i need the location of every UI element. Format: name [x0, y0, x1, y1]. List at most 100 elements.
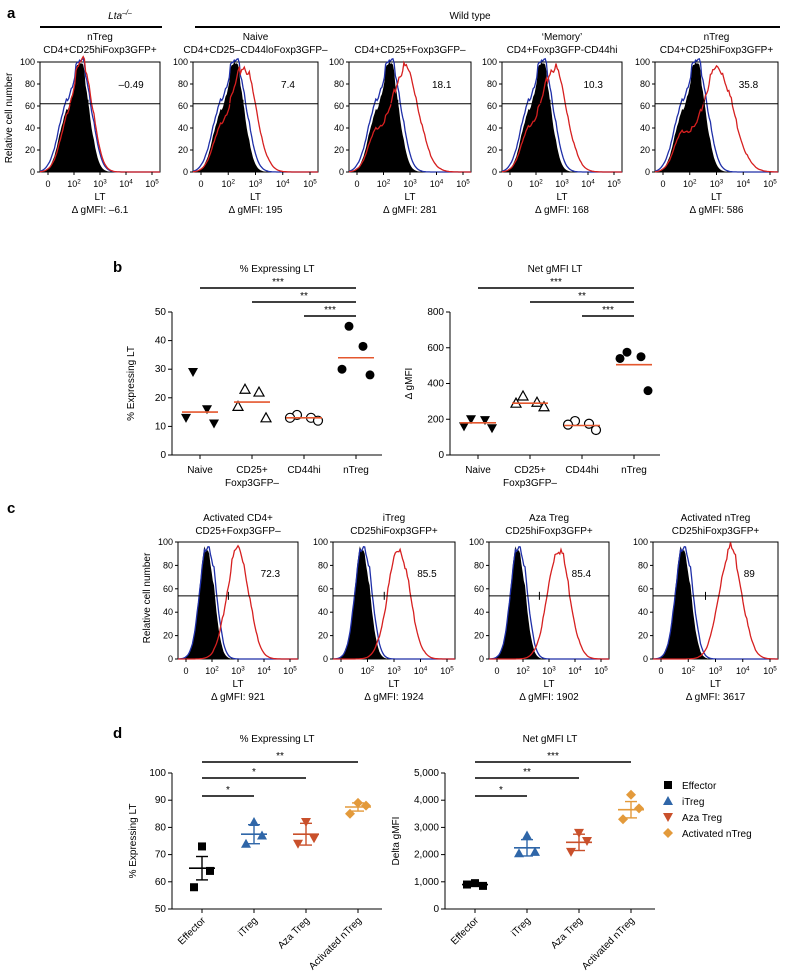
panel-b-xlabel-1-0: Naive — [465, 465, 491, 476]
panel-c-hist-black-1 — [333, 546, 455, 659]
panel-d-point-0-3-0 — [353, 797, 363, 808]
panel-d-sig-1-1: ** — [523, 767, 531, 778]
legend-marker-0 — [664, 781, 672, 789]
panel-a-xlabel-3-2: 103 — [555, 178, 569, 189]
panel-a-pct-1: 7.4 — [281, 80, 295, 91]
panel-b-point-1-1-1 — [530, 396, 544, 407]
panel-b-point-0-3-2 — [337, 364, 347, 374]
panel-a-ylabel-4-1: 20 — [640, 145, 650, 155]
panel-a-xlabel-0-4: 105 — [145, 178, 159, 189]
panel-a-ylabel-0-0: 0 — [30, 167, 35, 177]
panel-a-ylabel-2-3: 60 — [334, 101, 344, 111]
panel-a-mfi-0: Δ gMFI: –6.1 — [72, 205, 129, 216]
panel-d-sig-1-2: *** — [547, 751, 559, 762]
panel-d-point-0-0-2 — [190, 883, 198, 892]
panel-c-ylabel-2-1: 20 — [474, 631, 484, 641]
panel-c-ylabel-0-1: 20 — [163, 631, 173, 641]
panel-a-ylabel-4-4: 80 — [640, 79, 650, 89]
panel-a-ylabel-1-0: 0 — [183, 167, 188, 177]
panel-c-xtitle-1: LT — [389, 679, 400, 690]
panel-a-xlabel-1-2: 103 — [249, 178, 263, 189]
panel-d-ylabel-1-5: 5,000 — [414, 768, 439, 779]
panel-a-xlabel-0-3: 104 — [119, 178, 133, 189]
panel-b-ylabel-1-4: 800 — [427, 307, 444, 318]
panel-c-xlabel-0-4: 105 — [283, 665, 297, 676]
panel-d-ylabel-1-3: 3,000 — [414, 822, 439, 833]
panel-a-ylabel-0-5: 100 — [20, 57, 35, 67]
panel-d-letter: d — [113, 725, 122, 742]
panel-c-title1-2: Aza Treg — [529, 513, 569, 524]
panel-a-xtitle-2: LT — [405, 192, 416, 203]
panel-c-xlabel-0-0: 0 — [183, 666, 188, 676]
panel-a-ylabel-3-1: 20 — [487, 145, 497, 155]
panel-c-xlabel-3-1: 102 — [681, 665, 695, 676]
panel-d-sig-0-1: * — [252, 767, 256, 778]
panel-b-ylabel-1-3: 600 — [427, 343, 444, 354]
panel-c-xlabel-0-3: 104 — [257, 665, 271, 676]
panel-a-xlabel-2-1: 102 — [377, 178, 391, 189]
panel-a-title1-4: nTreg — [704, 32, 730, 43]
panel-a-hist-red-2 — [348, 60, 471, 173]
panel-c-ylabel-1-0: 0 — [323, 654, 328, 664]
panel-c-xlabel-1-2: 103 — [387, 665, 401, 676]
panel-b-point-0-3-3 — [365, 370, 375, 380]
panel-b-point-0-0-2 — [181, 413, 191, 423]
panel-c-title2-1: CD25hiFoxp3GFP+ — [350, 526, 438, 537]
panel-a-xlabel-4-3: 104 — [736, 178, 750, 189]
panel-c-ylabel-2-4: 80 — [474, 560, 484, 570]
panel-b-point-1-3-2 — [615, 353, 625, 363]
panel-d-ylabel-0-0: 50 — [155, 904, 167, 915]
panel-a-title1-3: ‘Memory’ — [542, 32, 583, 43]
panel-c-ylabel-3-4: 80 — [638, 560, 648, 570]
panel-a-pct-2: 18.1 — [432, 80, 452, 91]
panel-d-sig-0-2: ** — [276, 751, 284, 762]
panel-c-ylabel-0-5: 100 — [158, 537, 173, 547]
panel-a-hist-black-4 — [655, 62, 778, 173]
panel-a-ylabel-4-3: 60 — [640, 101, 650, 111]
panel-a-ylabel-2-0: 0 — [339, 167, 344, 177]
panel-a-xlabel-1-3: 104 — [276, 178, 290, 189]
panel-a-xlabel-0-2: 103 — [93, 178, 107, 189]
panel-b-point-1-0-3 — [487, 424, 497, 434]
panel-a-ylabel-3-2: 40 — [487, 123, 497, 133]
panel-a-title2-3: CD4+Foxp3GFP-CD44hi — [507, 45, 618, 56]
panel-b-ytitle-0: % Expressing LT — [126, 346, 137, 421]
panel-a-xlabel-0-1: 102 — [67, 178, 81, 189]
panel-c-hist-red-0 — [178, 544, 298, 660]
panel-b-sig-0-1: ** — [300, 291, 308, 302]
panel-c-ylabel-1-2: 40 — [318, 607, 328, 617]
panel-a-hist-black-2 — [349, 62, 471, 173]
panel-b-ylabel-0-2: 20 — [155, 393, 167, 404]
panel-c-hist-black-3 — [653, 546, 778, 659]
panel-a-letter: a — [7, 5, 16, 22]
panel-d-point-0-3-2 — [345, 808, 355, 819]
panel-c-hist-black-0 — [178, 546, 298, 659]
panel-a-ylabel-2-5: 100 — [329, 57, 344, 67]
panel-c-xlabel-1-3: 104 — [414, 665, 428, 676]
panel-c-ylabel-0-3: 60 — [163, 584, 173, 594]
panel-b-xlabel-1-1: CD25+ — [514, 465, 546, 476]
panel-a-xlabel-0-0: 0 — [45, 179, 50, 189]
panel-a-hist-black-3 — [502, 62, 622, 173]
panel-d-point-1-2-0 — [574, 828, 584, 838]
panel-a-ylabel-3-5: 100 — [482, 57, 497, 67]
panel-c-xlabel-2-2: 103 — [542, 665, 556, 676]
panel-d-point-1-3-0 — [626, 789, 636, 800]
panel-c-pct-1: 85.5 — [417, 569, 437, 580]
panel-a-xlabel-1-4: 105 — [303, 178, 317, 189]
panel-b-point-0-1-2 — [231, 400, 245, 411]
panel-a-ylabel-0-2: 40 — [25, 123, 35, 133]
panel-c-hist-red-3 — [653, 542, 778, 660]
panel-a-ylabel-0-4: 80 — [25, 79, 35, 89]
panel-c-mfi-2: Δ gMFI: 1902 — [519, 692, 579, 703]
panel-a-xlabel-4-2: 103 — [710, 178, 724, 189]
panel-d-title-0: % Expressing LT — [240, 734, 315, 745]
panel-a-ylabel-3-3: 60 — [487, 101, 497, 111]
panel-d-title-1: Net gMFI LT — [523, 734, 578, 745]
ko-group-label: Lta–/– — [108, 10, 132, 22]
panel-c-ylabel-0-0: 0 — [168, 654, 173, 664]
panel-d-xlabel-1-1: iTreg — [509, 915, 533, 939]
panel-b-title-0: % Expressing LT — [240, 264, 315, 275]
panel-a-xlabel-2-2: 103 — [403, 178, 417, 189]
